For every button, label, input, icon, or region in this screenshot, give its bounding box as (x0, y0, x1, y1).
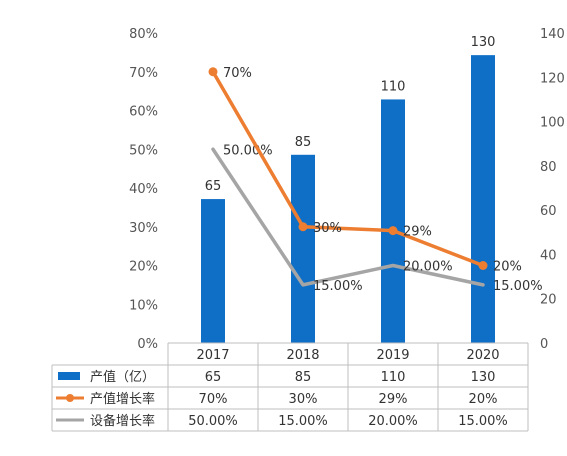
legend-key-bar (58, 372, 80, 380)
legend-series-name: 产值（亿） (90, 369, 155, 385)
right-axis-tick-label: 0 (540, 337, 548, 352)
bar (201, 199, 225, 343)
left-axis-tick-label: 0% (137, 337, 158, 352)
right-axis-tick-label: 80 (540, 160, 557, 175)
right-axis-tick-label: 120 (540, 71, 565, 86)
line-data-label: 70% (223, 66, 252, 81)
table-cell-value: 65 (205, 370, 222, 385)
series-line (211, 147, 485, 287)
right-axis-tick-label: 20 (540, 293, 557, 308)
table-cell-value: 15.00% (278, 414, 328, 429)
bar (471, 55, 495, 344)
line-point (298, 222, 308, 232)
legend-series-name: 设备增长率 (90, 413, 155, 429)
legend-key-marker (66, 394, 74, 402)
table-cell-value: 70% (199, 392, 228, 407)
right-axis-tick-label: 40 (540, 248, 557, 263)
right-axis-tick-label: 100 (540, 116, 565, 131)
category-label: 2017 (196, 348, 229, 363)
category-label: 2019 (376, 348, 409, 363)
left-axis-tick-label: 80% (129, 27, 158, 42)
line-point (208, 67, 218, 77)
left-axis-tick-label: 30% (129, 221, 158, 236)
left-axis-tick-label: 40% (129, 182, 158, 197)
bar (291, 154, 315, 343)
right-axis-tick-label: 60 (540, 204, 557, 219)
bar (381, 99, 405, 343)
left-axis-tick-label: 70% (129, 66, 158, 81)
category-label: 2018 (286, 348, 319, 363)
series-line (211, 70, 485, 268)
line-data-label: 20.00% (403, 260, 453, 275)
line-data-label: 15.00% (313, 279, 363, 294)
line-point (388, 226, 398, 236)
table-cell-value: 110 (381, 370, 406, 385)
table-cell-value: 30% (289, 392, 318, 407)
left-axis-tick-label: 60% (129, 105, 158, 120)
left-axis-tick-label: 50% (129, 143, 158, 158)
bar-data-label: 65 (205, 179, 222, 194)
table-cell-value: 20% (469, 392, 498, 407)
bar-data-label: 130 (471, 35, 496, 50)
line-data-label: 50.00% (223, 143, 273, 158)
line-data-label: 15.00% (493, 279, 543, 294)
table-cell-value: 50.00% (188, 414, 238, 429)
table-cell-value: 85 (295, 370, 312, 385)
line-data-label: 30% (313, 221, 342, 236)
table-cell-value: 29% (379, 392, 408, 407)
line-data-label: 20% (493, 260, 522, 275)
left-axis-tick-label: 20% (129, 260, 158, 275)
table-cell-value: 130 (471, 370, 496, 385)
bar-data-label: 110 (381, 79, 406, 94)
category-label: 2020 (466, 348, 499, 363)
line-data-label: 29% (403, 225, 432, 240)
table-cell-value: 15.00% (458, 414, 508, 429)
bar-data-label: 85 (295, 135, 312, 150)
table-cell-value: 20.00% (368, 414, 418, 429)
line-point (478, 261, 488, 270)
left-axis-tick-label: 10% (129, 298, 158, 313)
right-axis-tick-label: 140 (540, 27, 565, 42)
legend-series-name: 产值增长率 (90, 391, 155, 407)
